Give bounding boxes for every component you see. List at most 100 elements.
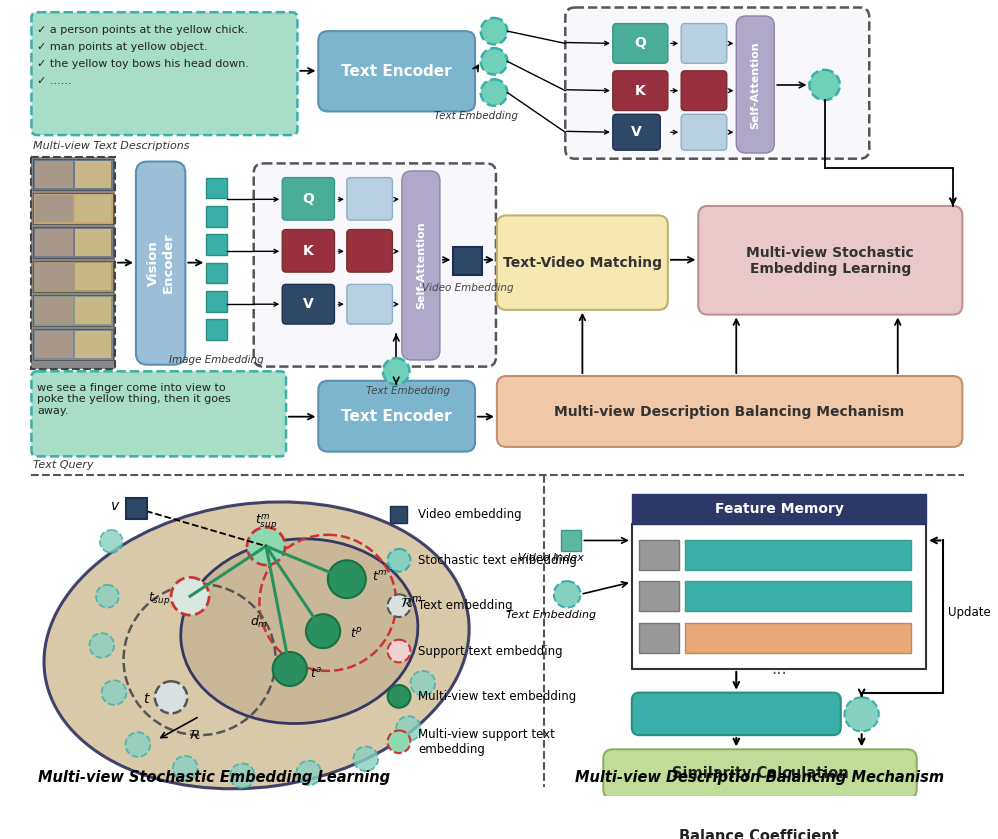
Text: ✓ the yellow toy bows his head down.: ✓ the yellow toy bows his head down. xyxy=(37,60,249,70)
Text: Multi-view Stochastic Embedding Learning: Multi-view Stochastic Embedding Learning xyxy=(38,770,390,785)
Text: Multi-view text embedding: Multi-view text embedding xyxy=(418,690,576,703)
FancyBboxPatch shape xyxy=(613,70,668,111)
FancyBboxPatch shape xyxy=(613,23,668,63)
Circle shape xyxy=(410,671,435,696)
Circle shape xyxy=(353,747,378,771)
Circle shape xyxy=(272,652,307,686)
Text: $d_m$: $d_m$ xyxy=(250,613,268,630)
Text: Text embedding: Text embedding xyxy=(418,599,513,612)
Bar xyxy=(32,157,115,369)
Circle shape xyxy=(155,681,188,713)
FancyBboxPatch shape xyxy=(347,230,392,272)
Bar xyxy=(75,263,111,290)
FancyBboxPatch shape xyxy=(682,114,727,150)
Text: ✓ a person points at the yellow chick.: ✓ a person points at the yellow chick. xyxy=(37,25,249,35)
FancyBboxPatch shape xyxy=(497,216,668,310)
FancyBboxPatch shape xyxy=(497,376,962,447)
FancyBboxPatch shape xyxy=(603,749,917,799)
Bar xyxy=(207,234,228,255)
Circle shape xyxy=(809,70,839,100)
Circle shape xyxy=(481,48,507,75)
Bar xyxy=(35,228,73,256)
Bar xyxy=(207,291,228,312)
Text: Video Index: Video Index xyxy=(518,553,584,563)
Bar xyxy=(561,530,582,551)
Text: Self-Attention: Self-Attention xyxy=(750,41,760,129)
Circle shape xyxy=(100,530,123,553)
Circle shape xyxy=(481,18,507,44)
Bar xyxy=(75,195,111,222)
Circle shape xyxy=(171,577,209,615)
Bar xyxy=(640,539,680,570)
Bar xyxy=(75,331,111,358)
Text: Self-Attention: Self-Attention xyxy=(416,221,426,310)
Text: Image Embedding: Image Embedding xyxy=(170,355,264,365)
Bar xyxy=(453,247,482,275)
FancyBboxPatch shape xyxy=(347,178,392,220)
Bar xyxy=(632,524,926,669)
FancyBboxPatch shape xyxy=(737,16,774,153)
Text: Multi-view Description Balancing Mechanism: Multi-view Description Balancing Mechani… xyxy=(576,770,944,785)
Bar xyxy=(207,178,228,198)
FancyBboxPatch shape xyxy=(613,114,661,150)
FancyBboxPatch shape xyxy=(32,372,286,456)
Text: $t^m$: $t^m$ xyxy=(372,571,388,584)
Circle shape xyxy=(383,358,409,384)
Text: Multi-view Description Balancing Mechanism: Multi-view Description Balancing Mechani… xyxy=(555,405,905,419)
FancyBboxPatch shape xyxy=(632,693,840,735)
Text: Text Embedding: Text Embedding xyxy=(506,611,596,620)
Text: $\mathcal{R}$: $\mathcal{R}$ xyxy=(189,728,202,743)
Circle shape xyxy=(306,614,340,649)
Text: $t^p$: $t^p$ xyxy=(350,627,362,641)
Circle shape xyxy=(173,756,198,780)
Text: $t_{sup}$: $t_{sup}$ xyxy=(148,590,170,607)
Text: K: K xyxy=(302,244,313,258)
Bar xyxy=(632,494,926,524)
Text: V: V xyxy=(631,125,642,139)
Text: Feature Memory: Feature Memory xyxy=(715,503,843,516)
FancyBboxPatch shape xyxy=(637,814,881,839)
Text: Text Query: Text Query xyxy=(33,460,94,470)
Bar xyxy=(35,331,73,358)
Bar xyxy=(685,623,911,653)
Text: Stochastic text embedding: Stochastic text embedding xyxy=(418,554,577,567)
Text: we see a finger come into view to
poke the yellow thing, then it goes
away.: we see a finger come into view to poke t… xyxy=(37,383,231,416)
Text: Support text embedding: Support text embedding xyxy=(418,644,563,658)
Text: Multi-view Stochastic
Embedding Learning: Multi-view Stochastic Embedding Learning xyxy=(747,246,914,276)
FancyBboxPatch shape xyxy=(282,178,334,220)
FancyBboxPatch shape xyxy=(682,23,727,63)
FancyBboxPatch shape xyxy=(682,70,727,111)
Bar xyxy=(35,297,73,324)
Bar xyxy=(33,261,113,292)
Text: $t$: $t$ xyxy=(144,692,152,706)
Bar xyxy=(35,263,73,290)
Bar xyxy=(127,498,148,519)
Text: Text-Video Matching: Text-Video Matching xyxy=(503,256,662,269)
Circle shape xyxy=(844,697,879,732)
Circle shape xyxy=(387,639,410,662)
Bar xyxy=(640,581,680,612)
Circle shape xyxy=(230,763,254,788)
Text: Text Encoder: Text Encoder xyxy=(341,65,451,79)
Text: Multi-view support text
embedding: Multi-view support text embedding xyxy=(418,727,555,756)
Text: $v$: $v$ xyxy=(110,498,120,513)
Circle shape xyxy=(396,717,421,741)
Bar xyxy=(207,320,228,340)
Text: Balance Coefficient: Balance Coefficient xyxy=(679,829,839,839)
Circle shape xyxy=(296,761,321,785)
Text: ✓ man points at yellow object.: ✓ man points at yellow object. xyxy=(37,43,208,53)
Ellipse shape xyxy=(181,539,418,723)
Text: Video Embedding: Video Embedding xyxy=(421,284,513,294)
Circle shape xyxy=(248,527,285,565)
Circle shape xyxy=(387,731,410,753)
Circle shape xyxy=(387,594,410,617)
FancyBboxPatch shape xyxy=(318,31,475,112)
Text: $t^a$: $t^a$ xyxy=(310,667,322,680)
Ellipse shape xyxy=(44,502,469,789)
Circle shape xyxy=(327,560,366,598)
Circle shape xyxy=(96,585,119,607)
Text: ✓ ......: ✓ ...... xyxy=(37,76,72,86)
Bar xyxy=(75,228,111,256)
Bar xyxy=(640,623,680,653)
FancyBboxPatch shape xyxy=(32,13,297,135)
